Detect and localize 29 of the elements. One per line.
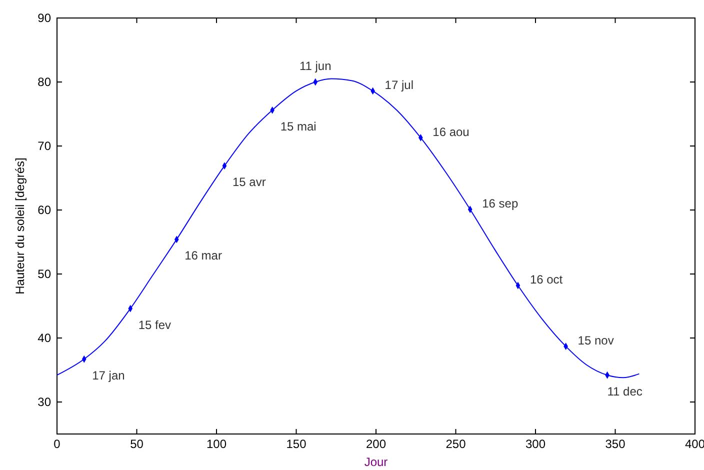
annotation: 16 mar xyxy=(184,248,222,263)
x-tick-label: 250 xyxy=(446,437,466,451)
x-tick-label: 50 xyxy=(130,437,144,451)
y-tick-label: 90 xyxy=(38,11,52,26)
y-tick-label: 80 xyxy=(38,75,52,90)
annotation: 16 aou xyxy=(432,124,470,139)
annotation: 15 mai xyxy=(280,119,316,134)
y-tick-label: 30 xyxy=(38,395,52,410)
y-tick-label: 60 xyxy=(38,203,52,218)
annotation: 11 jun xyxy=(299,59,332,74)
annotation: 16 oct xyxy=(530,272,564,287)
x-tick-label: 0 xyxy=(54,437,61,451)
annotation: 17 jul xyxy=(384,78,414,92)
annotation: 17 jan xyxy=(92,368,125,382)
y-axis-title: Hauteur du soleil [degrés] xyxy=(13,158,27,294)
x-axis-title: Jour xyxy=(364,455,388,469)
y-tick-label: 50 xyxy=(38,267,52,282)
x-tick-label: 300 xyxy=(525,437,546,451)
annotation: 11 dec xyxy=(607,384,642,398)
y-tick-label: 40 xyxy=(38,331,52,346)
x-tick-label: 100 xyxy=(206,437,227,451)
y-tick-label: 70 xyxy=(38,139,52,154)
annotation: 15 nov xyxy=(578,334,614,348)
x-tick-label: 150 xyxy=(286,437,307,451)
x-tick-label: 350 xyxy=(605,437,626,451)
annotation: 15 avr xyxy=(232,175,266,190)
annotation: 16 sep xyxy=(482,196,518,211)
annotation: 15 fev xyxy=(138,318,172,332)
x-tick-label: 200 xyxy=(366,437,386,451)
